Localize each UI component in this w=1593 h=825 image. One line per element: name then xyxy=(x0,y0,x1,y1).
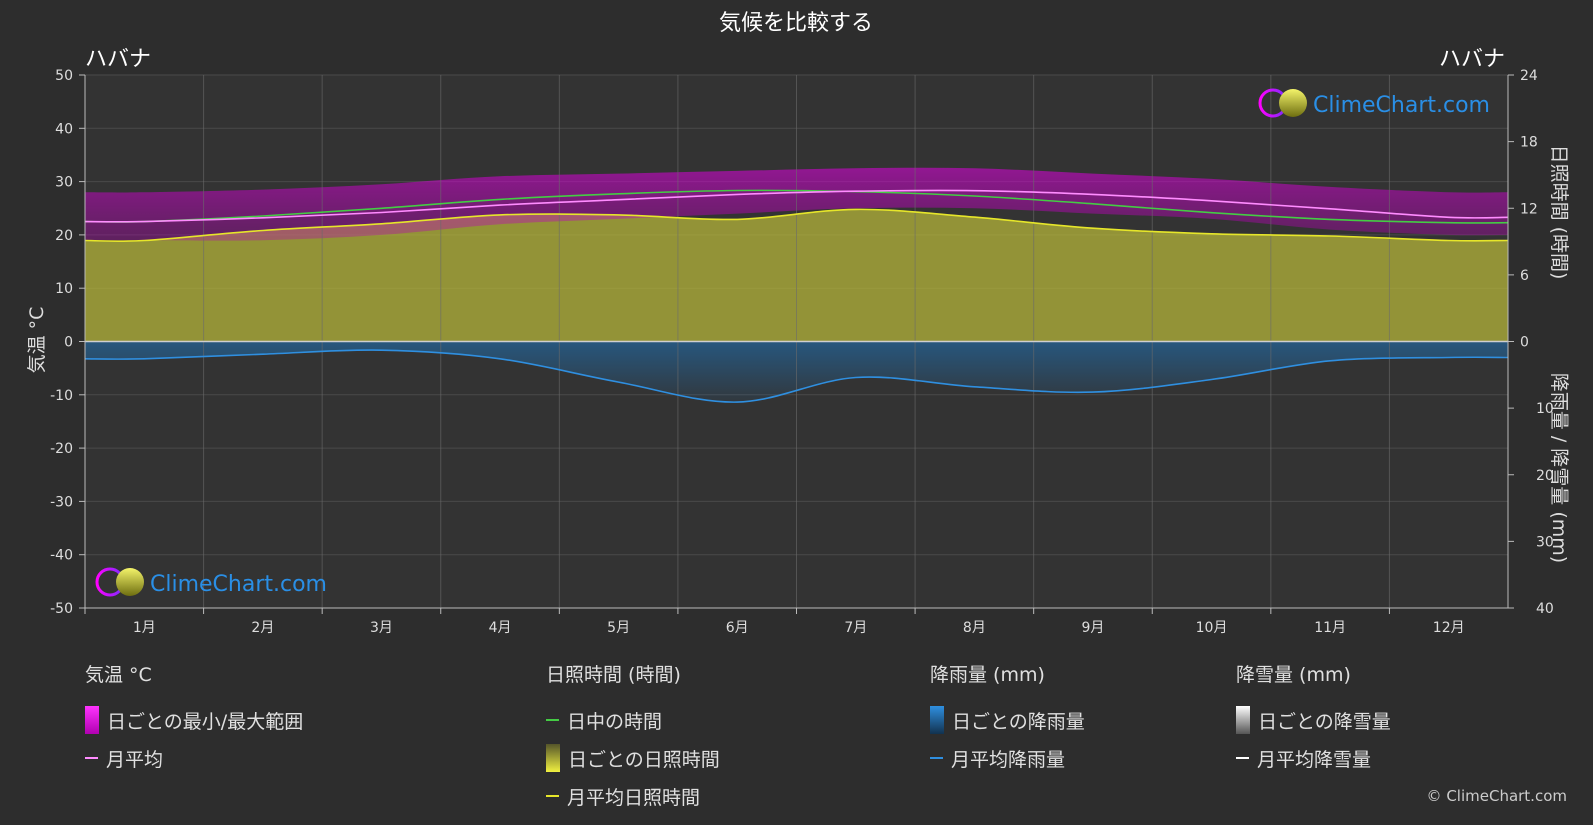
y-tick-label-right-top: 0 xyxy=(1520,335,1529,351)
axes: 50 40 30 20 10 0 -10 -20 -30 -40 -50 24 18 12 6 0 10 20 30… xyxy=(50,68,1554,636)
legend-swatch-rain-mean xyxy=(930,757,943,759)
legend-item: 月平均 xyxy=(85,739,303,777)
legend-swatch-snow xyxy=(1236,706,1250,734)
legend-swatch-temp-mean xyxy=(85,757,98,759)
x-tick-label: 12月 xyxy=(1433,620,1465,636)
series-daylight-line xyxy=(84,189,1509,224)
y-tick-label-right-top: 12 xyxy=(1520,201,1538,217)
y-tick-label-left: 20 xyxy=(55,228,73,244)
climate-chart: 気候を比較する ハバナ ハバナ 50 40 30 20 10 0 -10 -20 -30 -40 -… xyxy=(26,11,1570,636)
legend-item: 日ごとの降雪量 xyxy=(1236,701,1391,739)
legend-temp-title: 気温 °C xyxy=(85,664,152,686)
y-tick-label-right-bottom: 20 xyxy=(1536,468,1554,484)
y-tick-label-right-bottom: 40 xyxy=(1536,601,1554,617)
legend-snow-title: 降雪量 (mm) xyxy=(1236,664,1351,686)
legend-item: 月平均降雪量 xyxy=(1236,739,1391,777)
legend-label: 月平均降雪量 xyxy=(1257,748,1372,771)
watermark-bottom: ClimeChart.com xyxy=(95,567,327,597)
brand-sun-icon xyxy=(1279,89,1307,117)
y-tick-label-left: -50 xyxy=(50,601,73,617)
y-tick-label-right-bottom: 10 xyxy=(1536,401,1554,417)
legend-label: 日中の時間 xyxy=(567,710,663,733)
x-tick-label: 4月 xyxy=(489,620,512,636)
y-tick-label-left: 0 xyxy=(64,335,73,351)
x-tick-label: 8月 xyxy=(963,620,986,636)
y-tick-label-right-top: 6 xyxy=(1520,268,1529,284)
y-tick-label-left: 30 xyxy=(55,175,73,191)
legend-item: 日中の時間 xyxy=(546,701,720,739)
y-tick-label-left: 40 xyxy=(55,121,73,137)
x-tick-label: 10月 xyxy=(1196,620,1228,636)
legend-sun-title: 日照時間 (時間) xyxy=(546,664,681,686)
watermark-top: ClimeChart.com xyxy=(1258,88,1490,118)
series-sunshine-mean-line xyxy=(84,208,1509,243)
legend-label: 日ごとの降雨量 xyxy=(952,710,1085,733)
legend-swatch-sunshine xyxy=(546,744,560,772)
x-tick-label: 7月 xyxy=(844,620,867,636)
location-left: ハバナ xyxy=(85,47,151,72)
legend-label: 日ごとの降雪量 xyxy=(1258,710,1391,733)
y-tick-label-left: -30 xyxy=(50,494,73,510)
y-tick-label-left: 10 xyxy=(55,281,73,297)
x-tick-label: 3月 xyxy=(370,620,393,636)
x-tick-label: 6月 xyxy=(726,620,749,636)
y-tick-label-right-top: 24 xyxy=(1520,68,1538,84)
legend-temperature: 気温 °C 日ごとの最小/最大範囲 月平均 xyxy=(85,660,303,777)
legend-item: 月平均日照時間 xyxy=(546,777,720,815)
y-tick-label-right-bottom: 30 xyxy=(1536,534,1554,550)
brand-sun-icon xyxy=(116,568,144,596)
chart-title: 気候を比較する xyxy=(719,11,873,36)
legend-rain-title: 降雨量 (mm) xyxy=(930,664,1045,686)
legend-item: 日ごとの降雨量 xyxy=(930,701,1085,739)
legend-swatch-range xyxy=(85,706,99,734)
legend-snow: 降雪量 (mm) 日ごとの降雪量 月平均降雪量 xyxy=(1236,660,1391,777)
watermark-top-text: ClimeChart.com xyxy=(1313,93,1490,118)
legend-label: 月平均降雨量 xyxy=(951,748,1066,771)
legend-swatch-sun-mean xyxy=(546,795,559,797)
y-axis-right-bottom-label: 降雨量 / 降雪量 (mm) xyxy=(1548,373,1570,563)
y-tick-label-left: -40 xyxy=(50,548,73,564)
y-axis-left-label: 気温 °C xyxy=(26,307,48,374)
legend-swatch-rain xyxy=(930,706,944,734)
watermark-bottom-text: ClimeChart.com xyxy=(150,572,327,597)
location-right: ハバナ xyxy=(1439,47,1505,72)
copyright: © ClimeChart.com xyxy=(1426,787,1567,805)
x-tick-label: 11月 xyxy=(1314,620,1346,636)
legend-swatch-daylight xyxy=(546,719,559,721)
legend-item: 月平均降雨量 xyxy=(930,739,1085,777)
legend-rain: 降雨量 (mm) 日ごとの降雨量 月平均降雨量 xyxy=(930,660,1085,777)
series-temp-mean-line xyxy=(84,189,1509,223)
y-axis-right-top-label: 日照時間 (時間) xyxy=(1548,145,1570,280)
legend-label: 月平均日照時間 xyxy=(567,786,701,809)
legend-item: 日ごとの最小/最大範囲 xyxy=(85,701,303,739)
x-tick-label: 9月 xyxy=(1081,620,1104,636)
legend-label: 月平均 xyxy=(106,748,164,771)
legend-sunshine: 日照時間 (時間) 日中の時間 日ごとの日照時間 月平均日照時間 xyxy=(546,660,720,815)
y-tick-label-left: 50 xyxy=(55,68,73,84)
x-tick-label: 1月 xyxy=(133,620,156,636)
legend-item: 日ごとの日照時間 xyxy=(546,739,720,777)
legend-label: 日ごとの日照時間 xyxy=(568,748,720,771)
legend-label: 日ごとの最小/最大範囲 xyxy=(107,710,304,733)
x-tick-label: 5月 xyxy=(607,620,630,636)
legend-swatch-snow-mean xyxy=(1236,757,1249,759)
x-tick-label: 2月 xyxy=(251,620,274,636)
y-tick-label-left: -10 xyxy=(50,388,73,404)
y-tick-label-right-top: 18 xyxy=(1520,135,1538,151)
series-rain-mean-line xyxy=(84,349,1509,403)
y-tick-label-left: -20 xyxy=(50,441,73,457)
